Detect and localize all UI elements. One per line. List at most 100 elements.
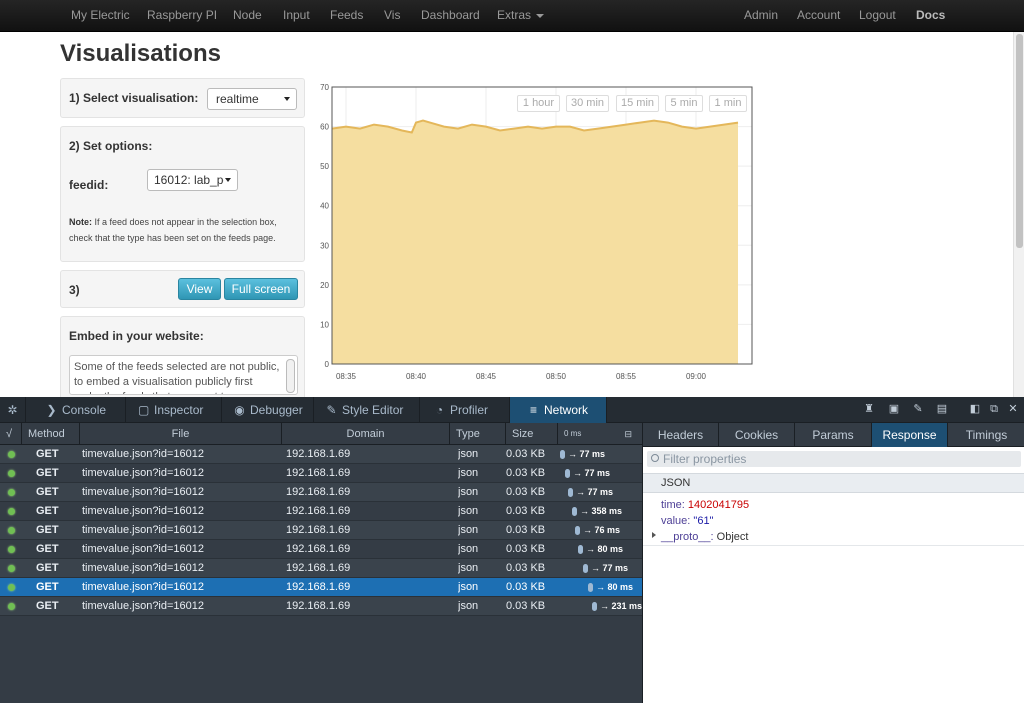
timeline-bar [572, 507, 577, 516]
status-ok-icon [8, 508, 15, 515]
y-tick-label: 70 [320, 83, 329, 92]
range-15-min-button[interactable]: 15 min [616, 95, 659, 112]
embed-textarea[interactable]: Some of the feeds selected are not publi… [69, 355, 298, 395]
tab-response[interactable]: Response [872, 423, 948, 447]
range-1-hour-button[interactable]: 1 hour [517, 95, 560, 112]
tab-style-editor[interactable]: ✎ Style Editor [314, 397, 420, 423]
request-timing: → 358 ms [580, 506, 623, 516]
visualisation-select-value: realtime [216, 92, 259, 106]
tab-profiler[interactable]: ◔ Profiler [420, 397, 510, 423]
nav-dashboard[interactable]: Dashboard [421, 8, 480, 22]
tab-inspector[interactable]: ▢ Inspector [126, 397, 222, 423]
col-type[interactable]: Type [450, 423, 506, 445]
nav-logout[interactable]: Logout [859, 8, 896, 22]
request-type: json [458, 486, 479, 498]
request-timing: → 77 ms [576, 487, 614, 497]
status-ok-icon [8, 451, 15, 458]
network-request-row[interactable]: GET timevalue.json?id=16012 192.168.1.69 js… [0, 502, 642, 521]
nav-docs[interactable]: Docs [916, 8, 946, 22]
timeline-options-icon[interactable]: ⊟ [624, 429, 632, 439]
request-size: 0.03 KB [506, 467, 546, 479]
request-type: json [458, 448, 479, 460]
tab-params[interactable]: Params [795, 423, 872, 447]
nav-vis[interactable]: Vis [384, 8, 401, 22]
feedid-select[interactable]: 16012: lab_pc [147, 169, 238, 191]
paintbrush-icon[interactable]: ♜ [864, 403, 874, 415]
tab-network[interactable]: ≡ Network [510, 397, 607, 423]
timeline-bar [583, 564, 588, 573]
network-request-row[interactable]: GET timevalue.json?id=16012 192.168.1.69 js… [0, 597, 642, 616]
gear-icon: ✲ [7, 403, 18, 417]
nav-my-electric[interactable]: My Electric [71, 8, 130, 22]
col-timeline[interactable]: 0 ms ⊟ [558, 423, 642, 445]
network-request-row[interactable]: GET timevalue.json?id=16012 192.168.1.69 js… [0, 464, 642, 483]
nav-admin[interactable]: Admin [744, 8, 779, 22]
timeline-bar [578, 545, 583, 554]
nav-node[interactable]: Node [233, 8, 262, 22]
page-scrollbar[interactable] [1013, 32, 1024, 397]
col-method[interactable]: Method [22, 423, 80, 445]
request-method: GET [36, 543, 59, 555]
filter-properties-input[interactable]: Filter properties [647, 451, 1021, 467]
request-domain: 192.168.1.69 [286, 467, 351, 479]
network-request-row[interactable]: GET timevalue.json?id=16012 192.168.1.69 js… [0, 521, 642, 540]
request-type: json [458, 581, 479, 593]
network-request-row[interactable]: GET timevalue.json?id=16012 192.168.1.69 js… [0, 578, 642, 597]
view-button[interactable]: View [178, 278, 221, 300]
select-arrow-icon [283, 92, 293, 106]
json-value-row: value: "61" [661, 514, 713, 528]
network-request-row[interactable]: GET timevalue.json?id=16012 192.168.1.69 js… [0, 445, 642, 464]
search-icon [651, 454, 659, 462]
nav-extras-dropdown[interactable]: Extras [497, 0, 545, 32]
network-request-row[interactable]: GET timevalue.json?id=16012 192.168.1.69 js… [0, 540, 642, 559]
network-request-row[interactable]: GET timevalue.json?id=16012 192.168.1.69 js… [0, 483, 642, 502]
request-timing: → 77 ms [568, 449, 606, 459]
timeline-bar [565, 469, 570, 478]
devtools-options-tab[interactable]: ✲ [0, 397, 26, 423]
nav-feeds[interactable]: Feeds [330, 8, 364, 22]
request-timing: → 80 ms [586, 544, 624, 554]
range-30-min-button[interactable]: 30 min [566, 95, 609, 112]
nav-input[interactable]: Input [283, 8, 310, 22]
y-tick-label: 30 [320, 241, 329, 250]
nav-account[interactable]: Account [797, 8, 841, 22]
json-section-header[interactable]: JSON [643, 473, 1024, 493]
textarea-scrollbar[interactable] [286, 359, 295, 393]
range-1-min-button[interactable]: 1 min [709, 95, 747, 112]
tab-debugger-label: Debugger [250, 403, 303, 417]
page-scrollbar-thumb[interactable] [1016, 34, 1023, 248]
tab-console[interactable]: ❯ Console [26, 397, 126, 423]
undock-icon[interactable]: ⧉ [990, 403, 998, 415]
col-file[interactable]: File [80, 423, 282, 445]
request-method: GET [36, 524, 59, 536]
x-tick-label: 08:55 [616, 372, 637, 381]
status-ok-icon [8, 527, 15, 534]
json-proto-row[interactable]: __proto__: Object [661, 530, 748, 544]
tab-debugger[interactable]: ◉ Debugger [222, 397, 314, 423]
devtools-panel: ✲ ❯ Console ▢ Inspector ◉ Debugger ✎ Style E… [0, 397, 1024, 703]
dock-side-icon[interactable]: ◧ [969, 403, 981, 415]
tab-cookies[interactable]: Cookies [719, 423, 795, 447]
profiler-icon: ◔ [435, 403, 444, 417]
col-domain[interactable]: Domain [282, 423, 450, 445]
split-console-icon[interactable]: ▤ [936, 403, 948, 415]
scratchpad-icon[interactable]: ✎ [913, 403, 923, 415]
tab-style-editor-label: Style Editor [342, 403, 404, 417]
range-5-min-button[interactable]: 5 min [665, 95, 703, 112]
visualisation-select[interactable]: realtime [207, 88, 297, 110]
nav-raspberry-pi[interactable]: Raspberry PI [147, 8, 218, 22]
fullscreen-button[interactable]: Full screen [224, 278, 298, 300]
tab-headers[interactable]: Headers [643, 423, 719, 447]
request-method: GET [36, 467, 59, 479]
request-size: 0.03 KB [506, 486, 546, 498]
responsive-mode-icon[interactable]: ▣ [888, 403, 900, 415]
network-request-row[interactable]: GET timevalue.json?id=16012 192.168.1.69 js… [0, 559, 642, 578]
y-tick-label: 60 [320, 123, 329, 132]
col-size[interactable]: Size [506, 423, 558, 445]
tab-console-label: Console [62, 403, 107, 417]
close-icon[interactable]: ✕ [1008, 403, 1018, 415]
top-navbar: My Electric Raspberry PI Node Input Feed… [0, 0, 1024, 32]
expand-triangle-icon[interactable] [652, 532, 656, 538]
col-status[interactable]: √ [0, 423, 22, 445]
tab-timings[interactable]: Timings [965, 428, 1008, 442]
